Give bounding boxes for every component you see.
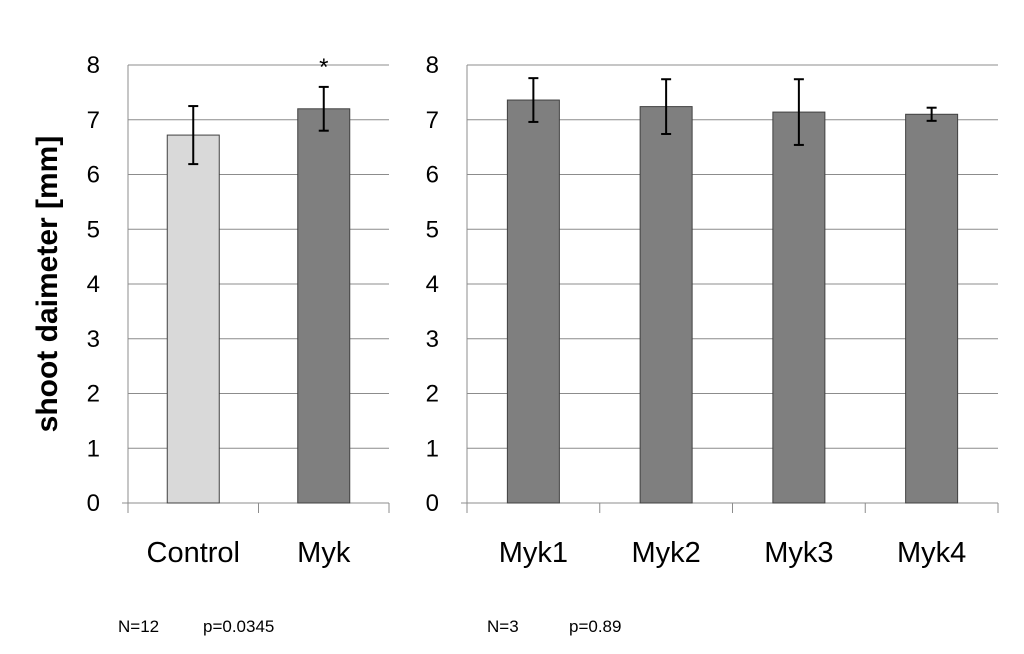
y-axis-label: shoot daimeter [mm] — [31, 136, 64, 433]
bar-myk3 — [772, 111, 826, 504]
bar-control — [166, 134, 220, 504]
sample-size-note: N=3 — [487, 617, 519, 636]
y-tick-label: 1 — [87, 435, 100, 462]
y-tick-label: 2 — [426, 381, 439, 408]
bar-myk2 — [639, 106, 693, 504]
y-tick-label: 0 — [87, 490, 100, 517]
x-tick-label: Myk3 — [764, 537, 833, 569]
sample-size-note: N=12 — [118, 617, 159, 636]
y-tick-label: 8 — [426, 52, 439, 79]
chart-panel-1: 0 1 2 3 4 5 6 7 8 Control Myk * N=12 p=0.0345 — [87, 52, 390, 636]
bar-myk1 — [506, 99, 560, 504]
y-tick-label: 2 — [87, 381, 100, 408]
x-tick-label: Myk1 — [499, 537, 568, 569]
y-tick-label: 7 — [87, 107, 100, 134]
y-tick-label: 0 — [426, 490, 439, 517]
y-tick-label: 3 — [87, 326, 100, 353]
y-tick-label: 5 — [426, 216, 439, 243]
y-tick-label: 3 — [426, 326, 439, 353]
x-tick-label: Myk4 — [897, 537, 966, 569]
y-tick-label: 6 — [426, 162, 439, 189]
y-tick-label: 8 — [87, 52, 100, 79]
x-tick-label: Myk — [297, 537, 351, 569]
y-tick-label: 5 — [87, 216, 100, 243]
x-tick-label: Control — [147, 537, 241, 569]
bar-myk4 — [905, 113, 959, 504]
y-tick-label: 6 — [87, 162, 100, 189]
bar-myk — [297, 108, 351, 504]
y-tick-label: 1 — [426, 435, 439, 462]
p-value-note: p=0.0345 — [203, 617, 274, 636]
p-value-note: p=0.89 — [569, 617, 621, 636]
chart-panel-2: 0 1 2 3 4 5 6 7 8 Myk1 Myk2 Myk3 Myk4 N=3 p=0.89 — [426, 52, 999, 636]
y-tick-label: 7 — [426, 107, 439, 134]
x-tick-label: Myk2 — [631, 537, 700, 569]
significance-marker: * — [319, 54, 328, 81]
y-tick-label: 4 — [426, 271, 439, 298]
y-tick-label: 4 — [87, 271, 100, 298]
